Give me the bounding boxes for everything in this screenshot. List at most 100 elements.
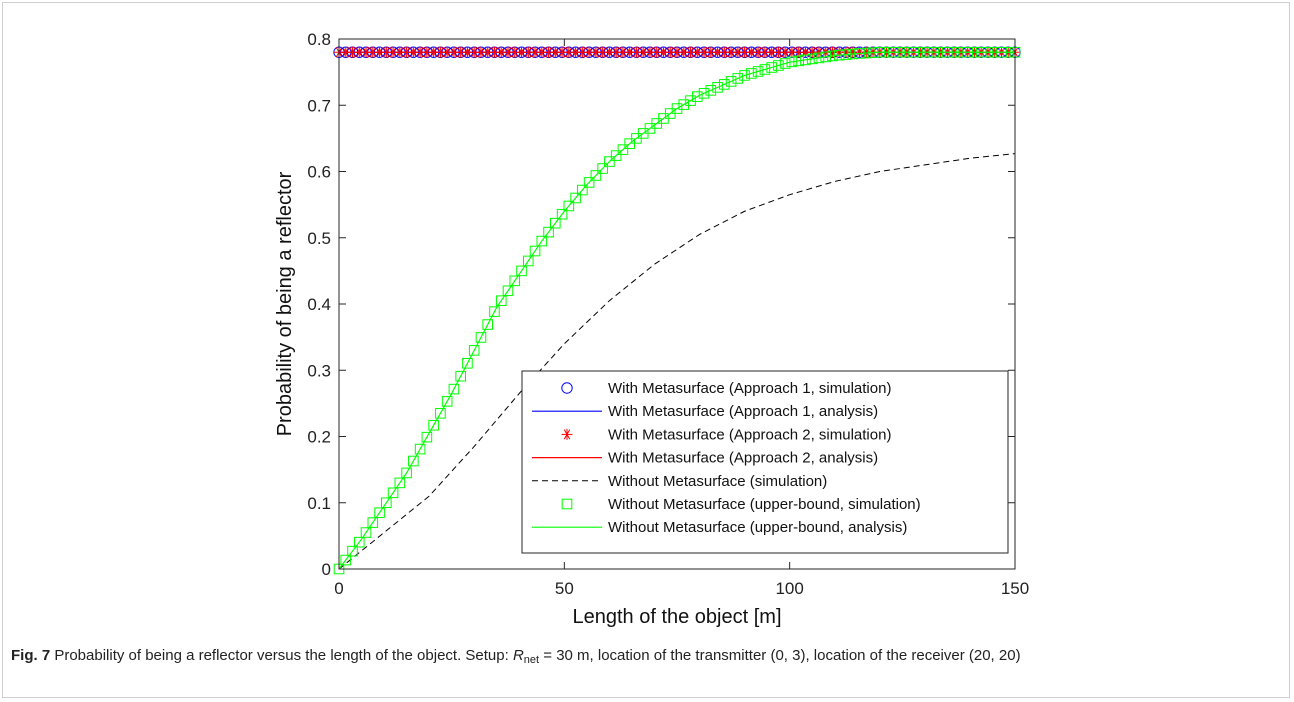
y-tick-label: 0.1 xyxy=(307,494,331,513)
data-point xyxy=(1002,46,1014,58)
data-point xyxy=(800,54,811,66)
data-point xyxy=(881,46,892,58)
data-point xyxy=(502,285,514,297)
legend-entry: With Metasurface (Approach 1, analysis) xyxy=(608,403,878,420)
data-point xyxy=(671,103,683,114)
data-point xyxy=(482,46,494,58)
legend: With Metasurface (Approach 1, simulation… xyxy=(521,370,1009,554)
data-point xyxy=(563,200,575,212)
data-point xyxy=(489,306,500,317)
data-point xyxy=(772,46,784,58)
data-point xyxy=(522,46,534,58)
legend-entry: Without Metasurface (upper-bound, analys… xyxy=(608,519,907,536)
data-point xyxy=(915,46,926,58)
y-tick-label: 0.3 xyxy=(307,361,331,380)
legend-entry: With Metasurface (Approach 2, simulation… xyxy=(608,426,891,443)
data-point xyxy=(854,48,865,59)
data-point xyxy=(942,46,953,58)
data-point xyxy=(509,275,521,287)
data-point xyxy=(407,46,419,58)
data-point xyxy=(435,408,446,419)
data-point xyxy=(577,184,588,196)
data-point xyxy=(746,68,757,79)
y-tick-label: 0.4 xyxy=(307,295,331,314)
data-point xyxy=(394,46,406,58)
data-point xyxy=(624,138,635,149)
data-point xyxy=(745,46,757,58)
data-point xyxy=(543,226,554,238)
data-point xyxy=(888,46,899,58)
data-point xyxy=(732,73,744,84)
legend-swatch xyxy=(561,498,573,510)
data-point xyxy=(975,46,987,58)
data-point xyxy=(678,99,690,110)
series-5 xyxy=(333,46,1021,575)
data-point xyxy=(340,46,352,58)
data-point xyxy=(685,46,697,58)
data-point xyxy=(604,156,615,167)
data-point xyxy=(394,477,406,489)
data-point xyxy=(617,144,629,155)
data-point xyxy=(482,319,494,330)
y-tick-label: 0 xyxy=(322,560,331,579)
data-point xyxy=(705,85,717,96)
data-point xyxy=(739,70,750,81)
y-tick-label: 0.7 xyxy=(307,96,331,115)
caption-text-eq: = 30 m, location of the transmitter (0, … xyxy=(539,647,1021,664)
data-point xyxy=(414,443,426,455)
data-point xyxy=(597,163,608,174)
data-point xyxy=(827,50,838,62)
data-point xyxy=(468,46,480,58)
data-point xyxy=(786,46,798,58)
data-point xyxy=(793,55,804,67)
data-point xyxy=(982,46,994,58)
data-point xyxy=(495,295,507,306)
data-point xyxy=(779,58,791,69)
data-point xyxy=(550,217,561,229)
y-tick-label: 0.5 xyxy=(307,229,331,248)
data-point xyxy=(401,467,412,479)
data-point xyxy=(549,46,561,58)
caption-label: Fig. 7 xyxy=(11,647,51,664)
data-point xyxy=(516,46,528,58)
data-point xyxy=(813,52,825,64)
series-line xyxy=(338,51,1015,570)
data-point xyxy=(921,46,933,58)
axes: 0 50 100 150 0 0.1 0.2 0.3 0.4 0.5 0.6 0.7 0.8 xyxy=(307,30,1029,598)
y-tick-label: 0.8 xyxy=(307,30,331,49)
data-point xyxy=(536,235,548,247)
data-point xyxy=(516,265,527,277)
data-point xyxy=(462,357,473,369)
data-point xyxy=(766,62,777,73)
figure-caption: Fig. 7 Probability of being a reflector … xyxy=(11,645,1281,671)
data-point xyxy=(773,60,784,71)
data-point xyxy=(374,507,385,518)
caption-r-subscript: net xyxy=(523,654,540,666)
legend-box xyxy=(521,370,1009,554)
data-point xyxy=(353,536,365,548)
data-point xyxy=(570,192,581,204)
x-tick-label: 50 xyxy=(555,579,574,598)
data-point xyxy=(529,245,541,257)
data-point xyxy=(475,332,487,343)
data-point xyxy=(908,46,919,58)
legend-entry: With Metasurface (Approach 2, analysis) xyxy=(608,450,878,467)
legend-entry: Without Metasurface (upper-bound, simula… xyxy=(608,496,921,513)
data-point xyxy=(962,46,973,58)
data-point xyxy=(867,47,879,58)
data-point xyxy=(752,66,764,77)
data-point xyxy=(948,46,960,58)
data-point xyxy=(698,88,710,99)
data-point xyxy=(739,46,751,58)
data-point xyxy=(583,46,595,58)
data-point xyxy=(340,554,352,566)
data-point xyxy=(725,76,737,87)
data-point xyxy=(455,370,466,382)
legend-entry: With Metasurface (Approach 1, simulation… xyxy=(608,380,891,397)
data-point xyxy=(387,487,399,499)
data-point xyxy=(347,545,358,557)
data-point xyxy=(996,46,1007,58)
data-point xyxy=(428,419,439,431)
data-point xyxy=(536,46,548,58)
